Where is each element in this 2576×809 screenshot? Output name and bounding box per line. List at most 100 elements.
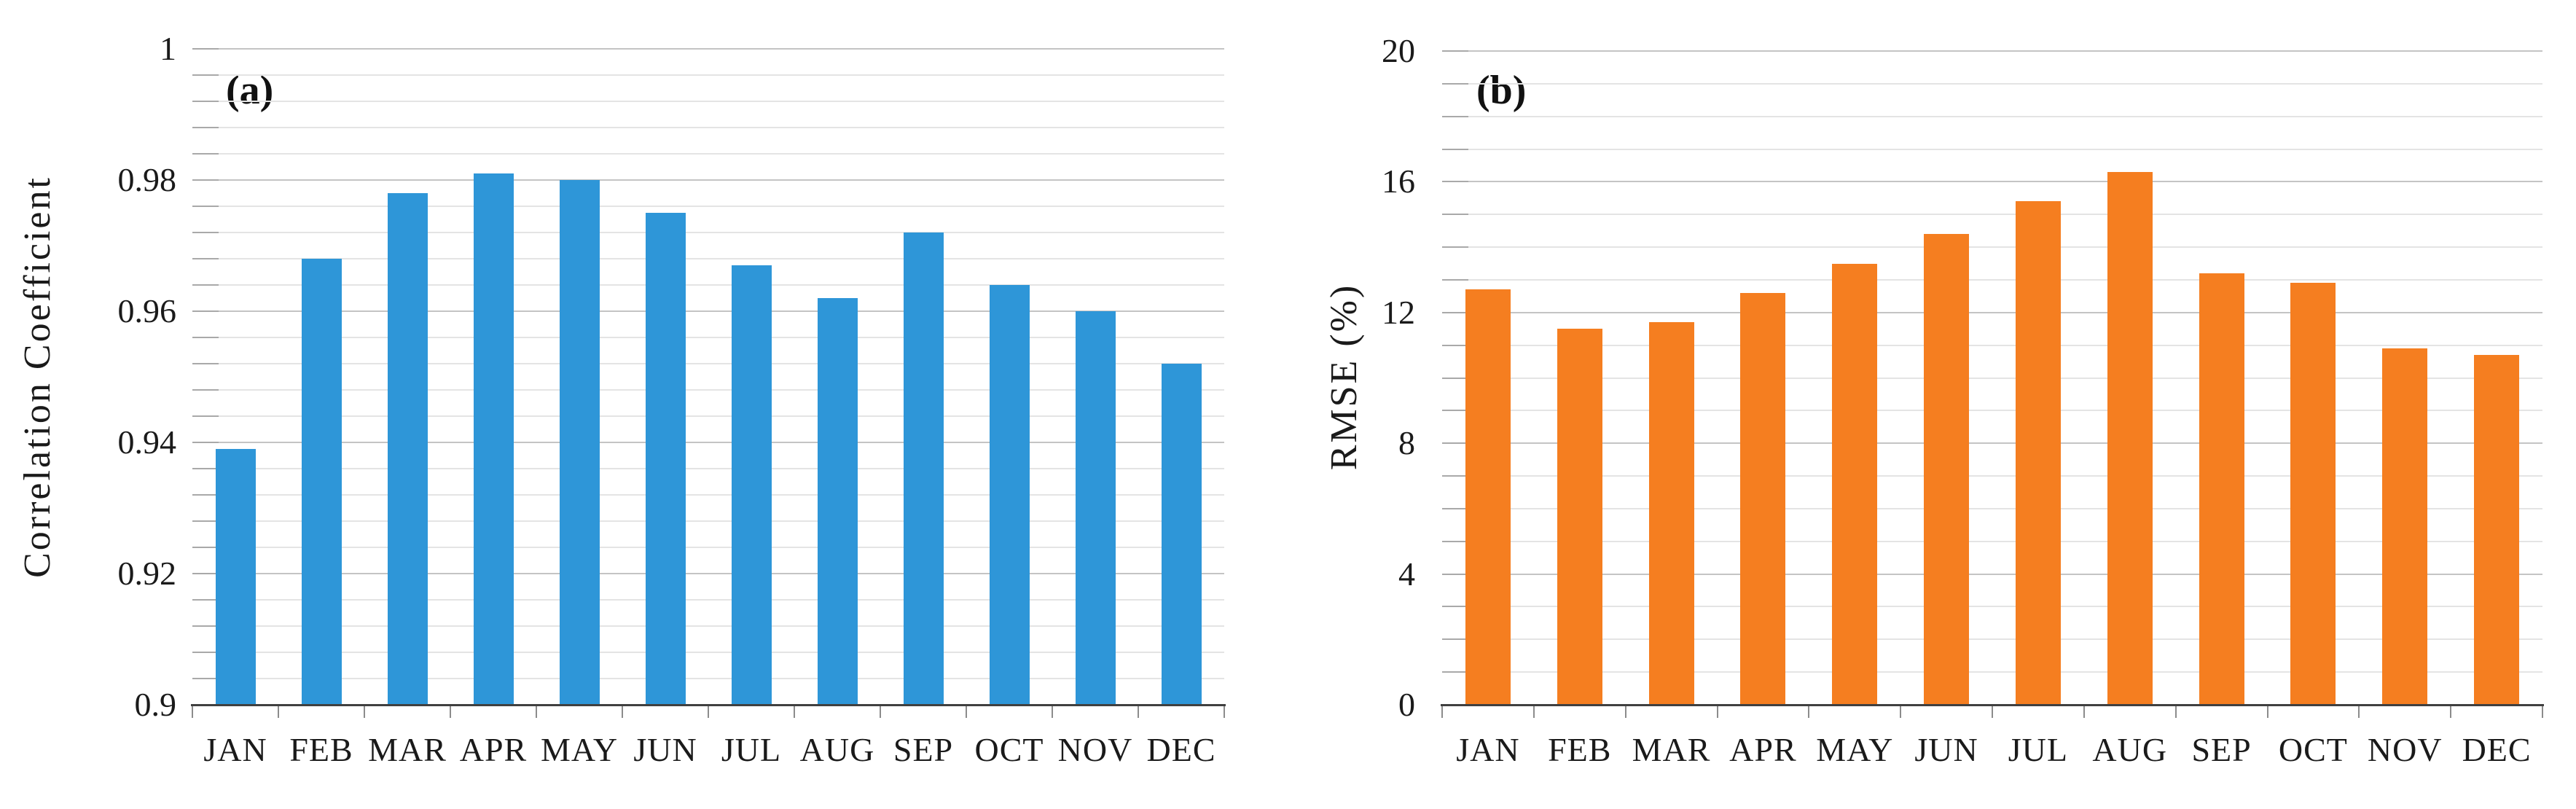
y-tick (1442, 115, 1468, 117)
x-tick-label-feb: FEB (1548, 731, 1612, 768)
y-tick (1442, 278, 1468, 281)
bar-apr (473, 173, 514, 704)
x-tick (450, 706, 451, 718)
x-tick (2266, 706, 2268, 718)
gridline-minor (192, 337, 1224, 338)
gridline-minor (1442, 115, 2542, 117)
bar-jan (1465, 289, 1511, 704)
gridline-minor (192, 74, 1224, 76)
y-tick (1442, 344, 1468, 346)
gridline-minor (1442, 540, 2542, 542)
x-axis-line (1441, 704, 2544, 706)
x-tick (2083, 706, 2085, 718)
gridline-minor (1442, 214, 2542, 216)
x-tick (192, 706, 193, 718)
y-tick (192, 153, 219, 155)
bar-jul (2015, 201, 2061, 704)
y-tick (1442, 671, 1468, 673)
y-tick-label: 20 (1382, 32, 1415, 69)
x-tick-label-jul: JUL (2008, 731, 2069, 768)
x-tick (1900, 706, 1902, 718)
x-tick (2542, 706, 2543, 718)
y-tick (192, 678, 219, 679)
gridline-minor (192, 547, 1224, 548)
gridline-minor (192, 232, 1224, 233)
bar-may (559, 180, 600, 704)
y-tick-label: 0.94 (117, 423, 177, 461)
y-tick (1442, 638, 1468, 641)
x-tick-label-jun: JUN (1914, 731, 1978, 768)
bar-oct (2290, 283, 2336, 704)
bar-feb (1557, 329, 1602, 704)
y-tick (192, 206, 219, 207)
x-tick-label-apr: APR (459, 731, 528, 768)
y-tick-label: 8 (1398, 424, 1415, 462)
x-tick (708, 706, 709, 718)
bar-aug (817, 298, 858, 704)
x-tick (2358, 706, 2360, 718)
x-tick (1532, 706, 1535, 718)
gridline-minor (192, 468, 1224, 469)
gridline-minor (192, 389, 1224, 391)
y-tick (192, 232, 219, 233)
gridline-minor (192, 101, 1224, 102)
gridline-major (1442, 311, 2542, 313)
gridline-minor (1442, 148, 2542, 150)
y-tick (192, 74, 219, 76)
y-tick (192, 625, 219, 627)
x-tick-label-may: MAY (1816, 731, 1894, 768)
y-tick (192, 442, 219, 443)
gridline-minor (1442, 606, 2542, 608)
y-tick (192, 258, 219, 259)
x-tick (1992, 706, 1993, 718)
gridline-minor (192, 599, 1224, 601)
bar-dec (2474, 355, 2520, 704)
bar-jun (1924, 234, 1970, 704)
y-tick-label: 0.96 (117, 292, 177, 329)
y-tick (192, 363, 219, 364)
y-tick-label: 0.9 (134, 686, 177, 723)
x-tick-label-sep: SEP (893, 731, 954, 768)
x-tick (278, 706, 279, 718)
x-tick (2450, 706, 2452, 718)
bar-jul (731, 265, 772, 704)
x-tick-label-apr: APR (1729, 731, 1797, 768)
y-tick (1442, 50, 1468, 52)
x-tick-label-jan: JAN (203, 731, 267, 768)
gridline-minor (1442, 377, 2542, 379)
x-tick (2174, 706, 2177, 718)
x-tick-label-nov: NOV (2367, 731, 2443, 768)
bar-mar (387, 193, 428, 704)
gridline-minor (1442, 475, 2542, 477)
x-tick-label-may: MAY (540, 731, 619, 768)
bar-feb (301, 259, 342, 704)
x-tick (1624, 706, 1626, 718)
gridline-major (1442, 442, 2542, 445)
x-tick (622, 706, 623, 718)
x-tick-label-mar: MAR (368, 731, 447, 768)
gridline-minor (1442, 410, 2542, 412)
gridline-minor (192, 520, 1224, 522)
y-tick (1442, 442, 1468, 445)
bar-oct (989, 285, 1030, 704)
x-tick-label-aug: AUG (2092, 731, 2168, 768)
x-tick-label-jan: JAN (1456, 731, 1520, 768)
x-tick-label-dec: DEC (1146, 731, 1216, 768)
y-tick (192, 468, 219, 469)
x-tick-label-sep: SEP (2191, 731, 2252, 768)
x-tick (966, 706, 967, 718)
x-tick (536, 706, 537, 718)
y-tick (192, 389, 219, 391)
gridline-minor (192, 678, 1224, 679)
y-tick (192, 573, 219, 574)
y-tick-label: 16 (1382, 163, 1415, 200)
bar-dec (1161, 364, 1202, 704)
x-tick (880, 706, 881, 718)
bar-jun (645, 213, 686, 704)
x-tick-label-jul: JUL (721, 731, 782, 768)
y-tick (1442, 311, 1468, 313)
gridline-major (192, 48, 1224, 50)
